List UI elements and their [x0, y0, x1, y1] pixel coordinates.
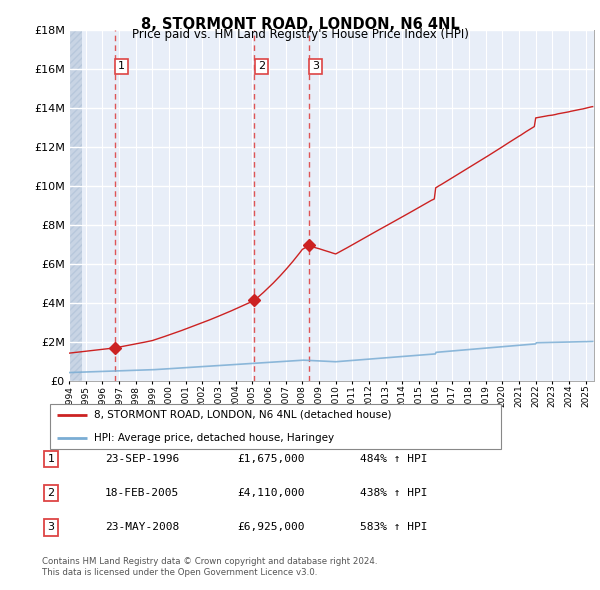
Text: £1,675,000: £1,675,000 [237, 454, 305, 464]
Text: 23-MAY-2008: 23-MAY-2008 [105, 523, 179, 532]
Text: £4,110,000: £4,110,000 [237, 489, 305, 498]
Text: 8, STORMONT ROAD, LONDON, N6 4NL (detached house): 8, STORMONT ROAD, LONDON, N6 4NL (detach… [94, 409, 391, 419]
Text: This data is licensed under the Open Government Licence v3.0.: This data is licensed under the Open Gov… [42, 568, 317, 577]
Text: HPI: Average price, detached house, Haringey: HPI: Average price, detached house, Hari… [94, 433, 334, 443]
Text: 1: 1 [118, 61, 125, 71]
Text: 2: 2 [257, 61, 265, 71]
Text: 1: 1 [47, 454, 55, 464]
FancyBboxPatch shape [50, 404, 501, 449]
Text: 484% ↑ HPI: 484% ↑ HPI [360, 454, 427, 464]
Text: Price paid vs. HM Land Registry's House Price Index (HPI): Price paid vs. HM Land Registry's House … [131, 28, 469, 41]
Text: £6,925,000: £6,925,000 [237, 523, 305, 532]
Text: 23-SEP-1996: 23-SEP-1996 [105, 454, 179, 464]
Text: 2: 2 [47, 489, 55, 498]
Text: 583% ↑ HPI: 583% ↑ HPI [360, 523, 427, 532]
Text: 438% ↑ HPI: 438% ↑ HPI [360, 489, 427, 498]
Text: 3: 3 [47, 523, 55, 532]
Text: Contains HM Land Registry data © Crown copyright and database right 2024.: Contains HM Land Registry data © Crown c… [42, 558, 377, 566]
Bar [69, 30, 82, 381]
Text: 8, STORMONT ROAD, LONDON, N6 4NL: 8, STORMONT ROAD, LONDON, N6 4NL [140, 17, 460, 31]
Text: 3: 3 [312, 61, 319, 71]
Text: 18-FEB-2005: 18-FEB-2005 [105, 489, 179, 498]
